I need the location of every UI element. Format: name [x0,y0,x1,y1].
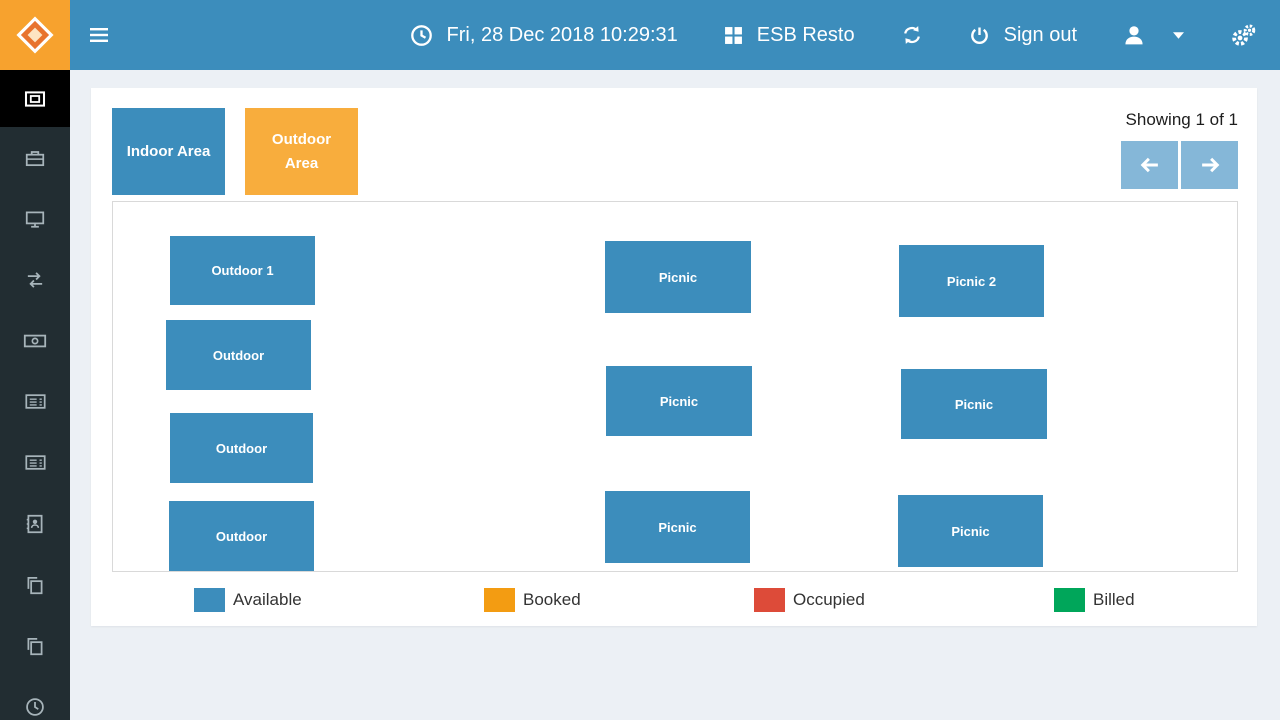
table-outdoor-1[interactable]: Outdoor 1 [170,236,315,305]
sidebar-item-payments[interactable] [0,310,70,371]
arrow-left-icon [1140,157,1158,173]
legend-swatch-billed [1054,588,1085,612]
table-label: Picnic 2 [946,273,997,289]
sidebar-toggle-button[interactable] [70,0,128,70]
top-navbar: Fri, 28 Dec 2018 10:29:31 ESB Resto [0,0,1280,70]
sidebar-item-contacts[interactable] [0,493,70,554]
newspaper-icon [24,394,46,409]
table-label: Outdoor [212,347,265,363]
next-page-button[interactable] [1181,141,1238,189]
sidebar-item-briefcase[interactable] [0,127,70,188]
gears-icon [1232,24,1256,46]
legend-item-billed: Billed [1054,588,1238,612]
area-tabs: Indoor Area Outdoor Area [112,108,358,195]
table-label: Outdoor [215,528,268,544]
tab-label: Outdoor Area [271,131,332,172]
table-picnic-2[interactable]: Picnic 2 [899,245,1044,317]
sidebar-item-floor-plan[interactable] [0,70,70,127]
table-picnic[interactable]: Picnic [901,369,1047,439]
copy-icon [27,637,43,655]
table-picnic[interactable]: Picnic [606,366,752,436]
clock-icon [26,697,44,716]
legend-label: Occupied [793,590,865,609]
transfer-arrows-icon [27,271,43,288]
legend-swatch-booked [484,588,515,612]
hamburger-icon [90,28,108,42]
datetime-text: Fri, 28 Dec 2018 10:29:31 [446,23,678,46]
refresh-icon [903,26,920,44]
table-label: Outdoor 1 [211,263,274,278]
legend-label: Available [233,590,302,609]
tab-indoor-area[interactable]: Indoor Area [112,108,225,195]
sign-out-button[interactable]: Sign out [969,24,1077,47]
table-label: Outdoor [215,440,268,456]
sidebar-item-bills-list[interactable] [0,432,70,493]
sidebar-item-history[interactable] [0,676,70,720]
app-logo[interactable] [0,0,70,70]
power-icon [970,27,988,44]
floor-plan-card: Indoor Area Outdoor Area Showing 1 of 1 [91,88,1257,626]
table-label: Picnic [658,269,698,285]
legend-item-occupied: Occupied [754,588,1054,612]
chevron-down-icon [1173,31,1184,39]
legend-item-available: Available [194,588,484,612]
restaurant-name: ESB Resto [756,23,855,46]
pagination: Showing 1 of 1 [1121,108,1238,189]
legend-item-booked: Booked [484,588,754,612]
legend-swatch-occupied [754,588,785,612]
arrow-right-icon [1201,157,1219,173]
settings-button[interactable] [1230,23,1256,47]
tab-label: Indoor Area [126,142,211,160]
floor-plan: Outdoor 1 Outdoor Outdoor Outdoor Picnic… [112,201,1238,572]
newspaper-icon [24,455,46,470]
tab-outdoor-area[interactable]: Outdoor Area [245,108,358,195]
sidebar-item-copy-2[interactable] [0,615,70,676]
showing-count: Showing 1 of 1 [1125,110,1238,129]
dropdown-caret-button[interactable] [1173,31,1184,39]
restaurant-switcher[interactable]: ESB Resto [724,24,855,47]
table-picnic[interactable]: Picnic [898,495,1043,567]
table-outdoor[interactable]: Outdoor [169,501,314,571]
sidebar-item-orders-list[interactable] [0,371,70,432]
user-icon [1125,26,1143,45]
monitor-icon [25,211,45,228]
clock-icon [410,24,432,46]
main-content: Indoor Area Outdoor Area Showing 1 of 1 [70,70,1280,720]
table-label: Picnic [658,519,697,535]
grid-icon [724,26,742,44]
table-label: Picnic [659,393,699,409]
legend-label: Booked [523,590,581,609]
user-menu-button[interactable] [1123,24,1145,46]
prev-page-button[interactable] [1121,141,1178,189]
status-legend: Available Booked Occupied Billed [112,572,1238,612]
legend-label: Billed [1093,590,1135,609]
sidebar-item-transfer[interactable] [0,249,70,310]
table-picnic[interactable]: Picnic [605,241,751,313]
sidebar-item-copy-1[interactable] [0,554,70,615]
legend-swatch-available [194,588,225,612]
table-outdoor[interactable]: Outdoor [166,320,311,390]
sidebar [0,70,70,720]
sign-out-label: Sign out [1003,23,1077,46]
briefcase-icon [25,150,45,166]
logo-diamond-icon [16,16,54,54]
refresh-button[interactable] [901,24,923,46]
sidebar-item-monitor[interactable] [0,188,70,249]
money-bill-icon [23,334,47,347]
floor-plan-icon [24,90,46,107]
table-label: Picnic [951,523,990,539]
datetime-display: Fri, 28 Dec 2018 10:29:31 [410,24,678,47]
table-outdoor[interactable]: Outdoor [170,413,313,483]
copy-icon [27,576,43,594]
address-book-icon [26,514,43,533]
table-picnic[interactable]: Picnic [605,491,750,563]
table-label: Picnic [954,396,994,412]
